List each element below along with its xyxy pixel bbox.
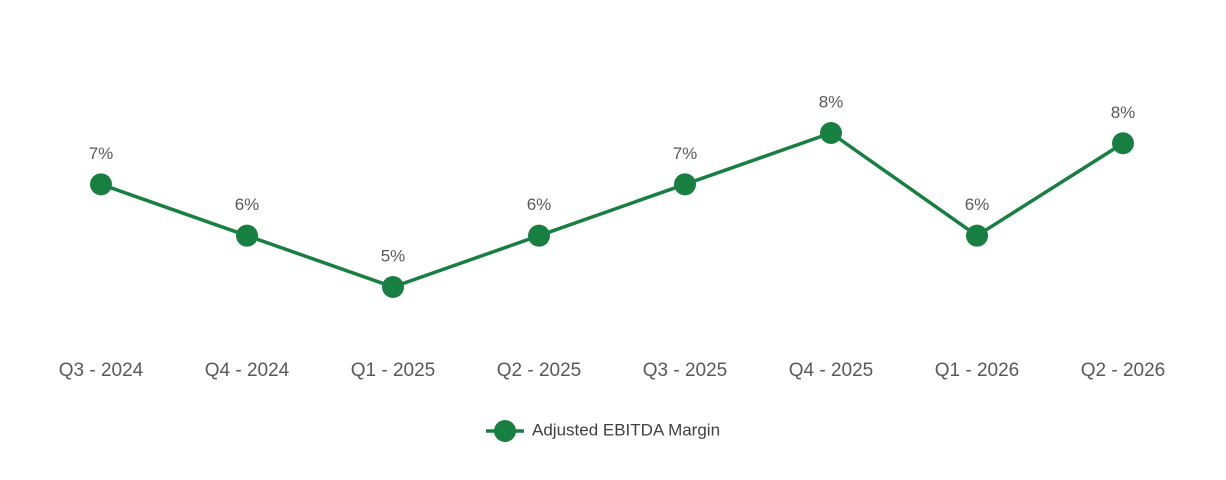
- legend-label: Adjusted EBITDA Margin: [532, 420, 720, 439]
- x-tick-label: Q1 - 2025: [351, 360, 436, 381]
- x-tick-label: Q2 - 2025: [497, 360, 582, 381]
- x-tick-label: Q4 - 2025: [789, 360, 874, 381]
- data-point: [966, 224, 988, 247]
- data-point: [528, 224, 550, 247]
- data-label: 5%: [381, 246, 406, 265]
- legend-marker: [494, 420, 516, 442]
- x-tick-label: Q2 - 2026: [1081, 360, 1166, 381]
- x-tick-label: Q1 - 2026: [935, 360, 1020, 381]
- data-point: [1112, 132, 1134, 155]
- data-label: 7%: [673, 144, 698, 163]
- data-label: 6%: [527, 195, 552, 214]
- data-label: 8%: [819, 92, 844, 111]
- x-tick-label: Q4 - 2024: [205, 360, 290, 381]
- data-point: [820, 122, 842, 144]
- data-point: [236, 224, 258, 247]
- data-label: 6%: [235, 195, 260, 214]
- series-line: [100, 131, 1124, 289]
- data-label: 7%: [89, 144, 114, 163]
- data-point: [382, 276, 404, 298]
- data-point: [674, 173, 696, 196]
- data-label: 8%: [1111, 103, 1136, 122]
- data-label: 6%: [965, 195, 990, 214]
- data-point: [90, 173, 112, 196]
- x-tick-label: Q3 - 2025: [643, 360, 728, 381]
- x-tick-label: Q3 - 2024: [59, 360, 144, 381]
